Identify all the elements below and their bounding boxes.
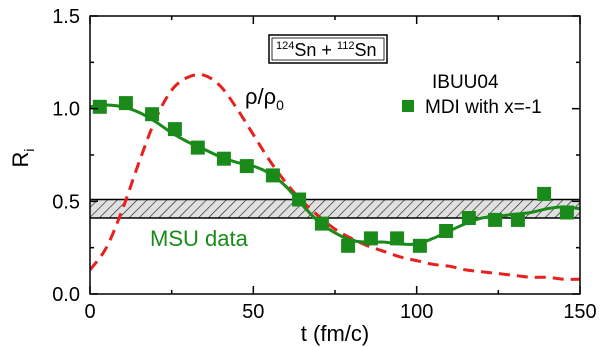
data-point-marker: [118, 96, 133, 111]
legend-entry: MDI with x=-1: [425, 97, 542, 118]
y-tick-label: 1.0: [52, 99, 80, 121]
x-tick-label: 100: [400, 301, 433, 323]
density-rho0: ρ: [264, 84, 277, 109]
data-point-marker: [510, 212, 525, 227]
data-point-marker: [537, 186, 552, 201]
y-axis-title: Ri: [8, 148, 37, 167]
axis-ticks: [89, 15, 581, 295]
data-point-marker: [239, 159, 254, 174]
reaction-element-b: Sn: [354, 40, 376, 60]
x-tick-label: 0: [84, 301, 95, 323]
y-axis-title-text: Ri: [8, 148, 37, 167]
density-slash: /: [258, 84, 265, 109]
y-axis-title-sub: i: [21, 148, 37, 151]
y-axis-title-main: R: [8, 152, 33, 168]
data-point-marker: [92, 99, 107, 114]
reaction-plus: +: [316, 40, 337, 60]
reaction-element-a: Sn: [294, 40, 316, 60]
data-point-marker: [341, 238, 356, 253]
data-point-marker: [488, 212, 503, 227]
data-point-marker: [145, 107, 160, 122]
x-tick-label: 50: [242, 301, 264, 323]
data-point-marker: [265, 168, 280, 183]
reaction-label-text: 124Sn + 112Sn: [276, 40, 376, 60]
data-point-marker: [314, 216, 329, 231]
data-point-marker: [292, 192, 307, 207]
reaction-label: 124Sn + 112Sn: [268, 34, 388, 64]
msu-data-label: MSU data: [150, 226, 249, 251]
density-rho0-sub: 0: [276, 97, 284, 113]
density-ratio-label: ρ/ρ0: [245, 84, 284, 113]
msu-band-hatch: [90, 199, 580, 219]
isospin-ratio-markers: [92, 96, 574, 253]
data-point-marker: [190, 140, 205, 155]
data-point-marker: [390, 231, 405, 246]
legend: IBUU04 MDI with x=-1: [402, 72, 542, 118]
y-tick-label: 0.0: [52, 284, 80, 306]
data-point-marker: [461, 211, 476, 225]
data-point-marker: [216, 151, 231, 166]
x-tick-label: 150: [563, 301, 596, 323]
data-point-marker: [167, 122, 182, 137]
reaction-mass-a: 124: [276, 40, 294, 52]
legend-marker: [402, 100, 414, 112]
y-tick-label: 1.5: [52, 6, 80, 28]
data-point-marker: [363, 231, 378, 246]
density-rho: ρ: [245, 84, 258, 109]
data-point-marker: [439, 224, 454, 238]
data-point-marker: [412, 238, 427, 253]
data-point-marker: [559, 205, 574, 220]
reaction-label-box-inner: [271, 37, 385, 61]
y-tick-label: 0.5: [52, 191, 80, 213]
reaction-mass-b: 112: [337, 40, 355, 52]
density-ratio-dashed-curve: [90, 73, 580, 281]
x-axis-title: t (fm/c): [301, 321, 369, 346]
reaction-label-box: [268, 34, 388, 64]
isospin-ratio-solid-curve: [90, 103, 580, 246]
legend-title: IBUU04: [432, 72, 499, 93]
